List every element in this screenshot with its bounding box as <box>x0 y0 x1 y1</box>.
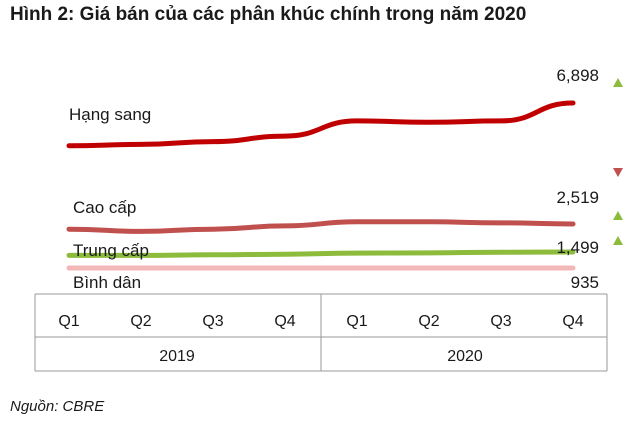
chart-title: Hình 2: Giá bán của các phân khúc chính … <box>10 4 527 25</box>
series-name-label: Trung cấp <box>73 241 149 260</box>
series-line <box>66 249 576 258</box>
tick-label: Q1 <box>346 313 367 330</box>
tick-label: Q2 <box>418 313 439 330</box>
tick-label: Q2 <box>130 313 151 330</box>
trend-up-icon <box>613 78 623 87</box>
series-name-label: Hạng sang <box>69 105 151 124</box>
tick-label: Q3 <box>490 313 511 330</box>
series-end-value: 1,499 <box>556 238 599 257</box>
series-line <box>66 219 576 234</box>
group-label: 2019 <box>159 348 195 365</box>
trend-up-icon <box>613 211 623 220</box>
category-tick-labels: Q1 Q2 Q3 Q4 Q1 Q2 Q3 Q4 2019 2020 <box>58 313 583 365</box>
trend-down-icon <box>613 168 623 177</box>
series-end-value: 2,519 <box>556 188 599 207</box>
tick-label: Q4 <box>274 313 295 330</box>
series-labels: Hạng sang 6,898 Cao cấp 2,519 Trung cấp 1,499… <box>69 66 623 292</box>
series-name-label: Bình dân <box>73 273 141 292</box>
series-end-value: 6,898 <box>556 66 599 85</box>
series-name-label: Cao cấp <box>73 198 136 217</box>
tick-label: Q1 <box>58 313 79 330</box>
tick-label: Q4 <box>562 313 583 330</box>
group-label: 2020 <box>447 348 483 365</box>
source-note: Nguồn: CBRE <box>10 398 105 415</box>
trend-up-icon <box>613 236 623 245</box>
series-end-value: 935 <box>571 273 599 292</box>
series-line <box>66 100 576 149</box>
series-lines <box>66 100 576 271</box>
tick-label: Q3 <box>202 313 223 330</box>
category-axis-box <box>34 293 608 372</box>
